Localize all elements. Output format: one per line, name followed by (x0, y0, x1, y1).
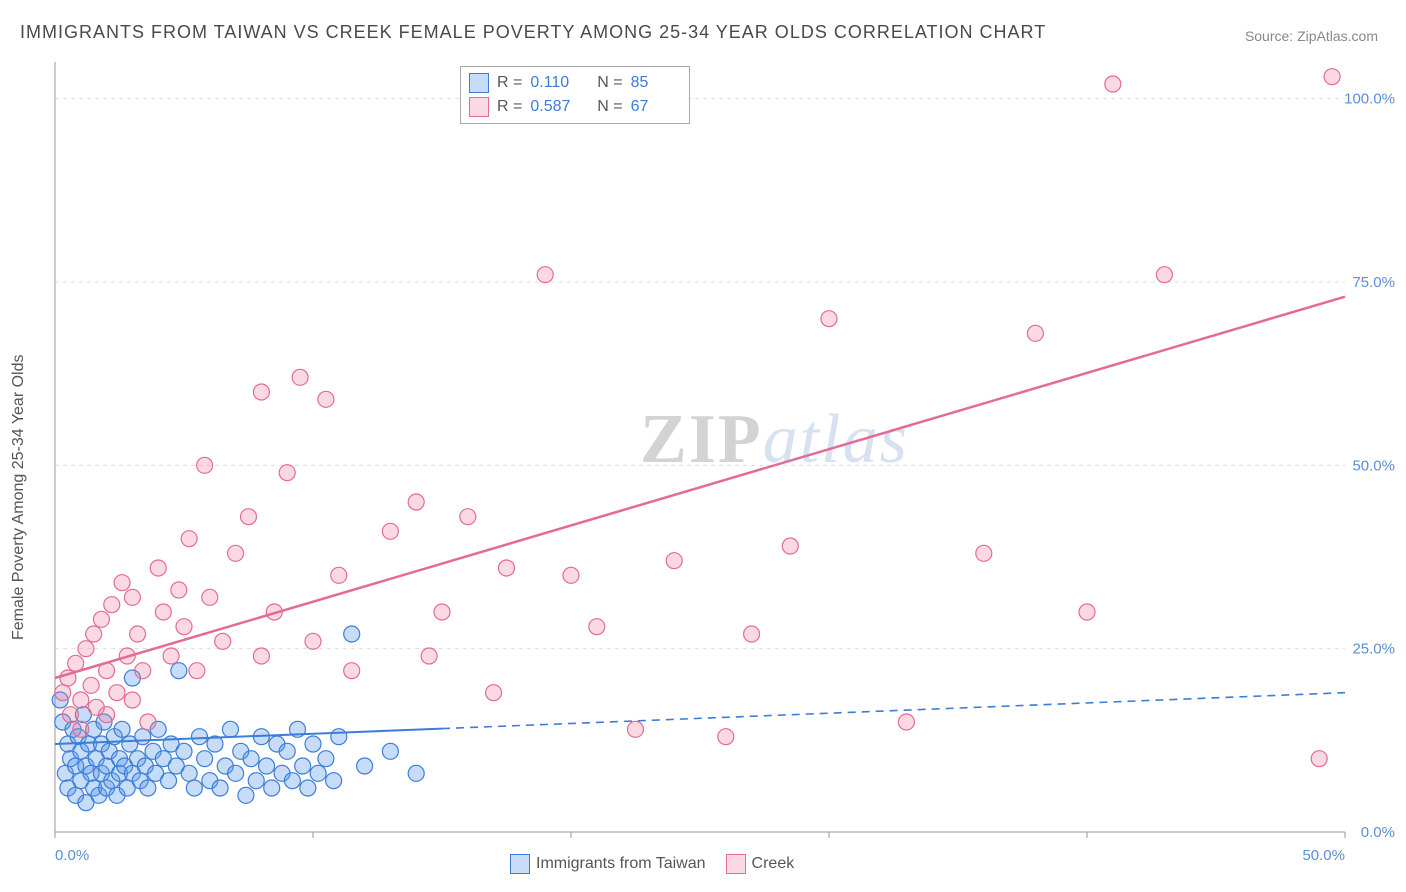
legend-item-taiwan: Immigrants from Taiwan (510, 854, 706, 874)
r-label: R = (497, 98, 522, 116)
svg-text:0.0%: 0.0% (1361, 824, 1395, 841)
swatch-taiwan (469, 73, 489, 93)
n-label: N = (588, 74, 622, 92)
svg-text:25.0%: 25.0% (1352, 641, 1395, 658)
legend-label-creek: Creek (752, 855, 795, 873)
n-label: N = (588, 98, 622, 116)
r-label: R = (497, 74, 522, 92)
legend-row-taiwan: R = 0.110 N = 85 (469, 71, 681, 95)
svg-text:75.0%: 75.0% (1352, 274, 1395, 291)
svg-text:50.0%: 50.0% (1302, 847, 1345, 864)
r-value-creek: 0.587 (530, 98, 580, 116)
series-legend: Immigrants from Taiwan Creek (510, 854, 794, 874)
svg-text:0.0%: 0.0% (55, 847, 89, 864)
swatch-creek (726, 854, 746, 874)
r-value-taiwan: 0.110 (530, 74, 580, 92)
n-value-creek: 67 (631, 98, 681, 116)
svg-text:50.0%: 50.0% (1352, 457, 1395, 474)
legend-row-creek: R = 0.587 N = 67 (469, 95, 681, 119)
correlation-legend: R = 0.110 N = 85 R = 0.587 N = 67 (460, 66, 690, 124)
svg-text:100.0%: 100.0% (1344, 91, 1395, 108)
swatch-taiwan (510, 854, 530, 874)
n-value-taiwan: 85 (631, 74, 681, 92)
scatter-plot: 0.0% 25.0% 50.0% 75.0% 100.0% 0.0% 50.0% (0, 0, 1406, 892)
swatch-creek (469, 97, 489, 117)
legend-item-creek: Creek (726, 854, 795, 874)
legend-label-taiwan: Immigrants from Taiwan (536, 855, 706, 873)
